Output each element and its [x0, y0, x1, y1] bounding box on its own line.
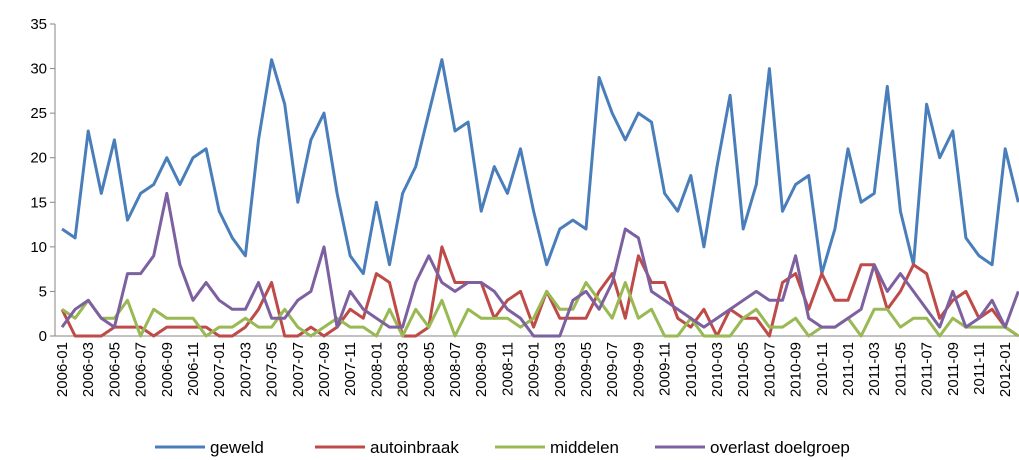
x-tick-label: 2010-11	[814, 342, 831, 396]
x-tick-label: 2006-05	[106, 342, 123, 397]
x-tick-label: 2006-07	[133, 342, 150, 397]
x-tick-label: 2010-09	[788, 342, 805, 397]
x-tick-label: 2008-05	[421, 342, 438, 397]
legend-label: autoinbraak	[370, 438, 459, 457]
x-tick-label: 2012-01	[997, 342, 1014, 397]
x-tick-label: 2009-01	[526, 342, 543, 397]
x-tick-label: 2008-03	[395, 342, 412, 397]
x-tick-label: 2006-01	[54, 342, 71, 397]
y-tick-label: 0	[39, 328, 47, 345]
x-tick-label: 2011-07	[919, 342, 936, 396]
series-line	[61, 58, 1019, 276]
legend-label: geweld	[210, 438, 264, 457]
x-tick-label: 2011-05	[892, 342, 909, 396]
x-tick-label: 2009-03	[552, 342, 569, 397]
x-tick-label: 2011-01	[840, 342, 857, 396]
x-tick-label: 2010-01	[683, 342, 700, 397]
x-tick-label: 2007-01	[211, 342, 228, 397]
x-tick-label: 2006-03	[80, 342, 97, 397]
x-tick-label: 2011-11	[971, 342, 988, 395]
x-tick-label: 2006-11	[185, 342, 202, 396]
y-tick-label: 20	[30, 150, 47, 167]
legend-label: overlast doelgroep	[710, 438, 850, 457]
x-tick-label: 2006-09	[159, 342, 176, 397]
x-tick-label: 2007-09	[316, 342, 333, 397]
x-tick-label: 2008-01	[368, 342, 385, 397]
series-line	[61, 281, 1019, 338]
series-line	[60, 245, 1019, 338]
x-tick-label: 2008-11	[499, 342, 516, 396]
y-tick-label: 25	[30, 105, 47, 122]
y-tick-label: 30	[30, 61, 47, 78]
x-tick-label: 2007-11	[342, 342, 359, 396]
x-tick-label: 2009-07	[604, 342, 621, 397]
y-tick-label: 15	[30, 194, 47, 211]
x-tick-label: 2007-03	[237, 342, 254, 397]
x-tick-label: 2010-05	[735, 342, 752, 397]
x-tick-label: 2011-09	[945, 342, 962, 396]
x-tick-label: 2007-05	[264, 342, 281, 397]
x-tick-label: 2009-09	[630, 342, 647, 397]
series-line	[60, 191, 1019, 338]
x-tick-label: 2009-11	[657, 342, 674, 396]
x-tick-label: 2007-07	[290, 342, 307, 397]
y-tick-label: 5	[39, 283, 47, 300]
legend-label: middelen	[550, 438, 619, 457]
x-tick-label: 2011-03	[866, 342, 883, 396]
x-tick-label: 2010-03	[709, 342, 726, 397]
y-tick-label: 10	[30, 239, 47, 256]
y-tick-label: 35	[30, 16, 47, 33]
x-tick-label: 2008-09	[473, 342, 490, 397]
x-tick-label: 2008-07	[447, 342, 464, 397]
x-tick-label: 2010-07	[761, 342, 778, 397]
x-tick-label: 2009-05	[578, 342, 595, 397]
